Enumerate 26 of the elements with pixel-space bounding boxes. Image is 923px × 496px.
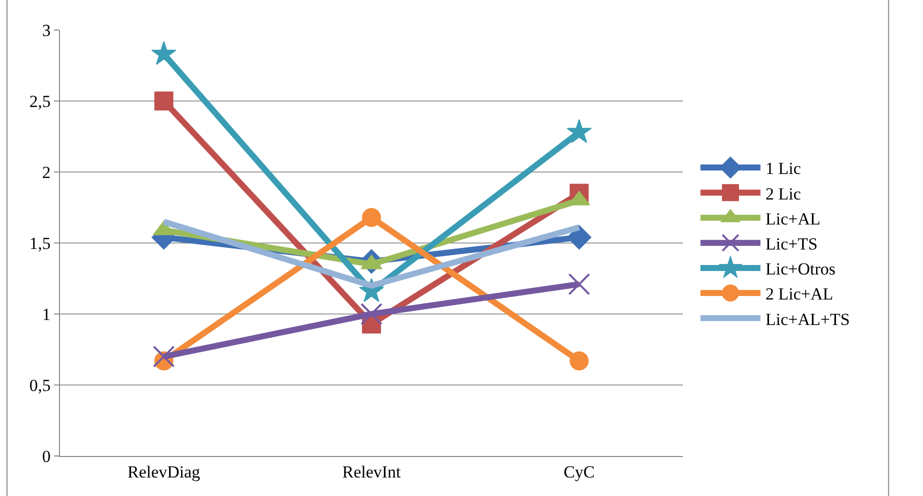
point xyxy=(360,303,382,325)
point xyxy=(362,208,381,227)
legend-label: Lic+TS xyxy=(765,234,818,254)
legend-label: Lic+AL+TS xyxy=(765,310,850,329)
legend-label: 1 Lic xyxy=(765,159,802,178)
point xyxy=(566,119,592,143)
legend-label: Lic+AL xyxy=(765,209,820,228)
y-tick-label: 2 xyxy=(42,162,51,182)
x-tick-label: CyC xyxy=(564,462,595,482)
point xyxy=(568,273,590,296)
y-tick-label: 0 xyxy=(42,446,51,466)
y-tick-label: 1,5 xyxy=(29,234,51,253)
y-tick-label: 2,5 xyxy=(29,92,51,111)
point xyxy=(570,351,589,370)
point xyxy=(154,92,174,110)
y-tick-label: 1 xyxy=(42,304,51,324)
x-tick-label: RelevInt xyxy=(342,462,402,482)
legend-label: 2 Lic xyxy=(765,184,802,204)
point xyxy=(566,225,592,250)
point xyxy=(151,41,176,65)
y-tick-label: 0,5 xyxy=(29,376,51,395)
legend-label: 2 Lic+AL xyxy=(765,284,834,304)
point xyxy=(152,346,175,368)
legend-label: Lic+Otros xyxy=(765,260,836,279)
y-tick-label: 3 xyxy=(42,20,51,40)
x-tick-label: RelevDiag xyxy=(127,462,201,482)
